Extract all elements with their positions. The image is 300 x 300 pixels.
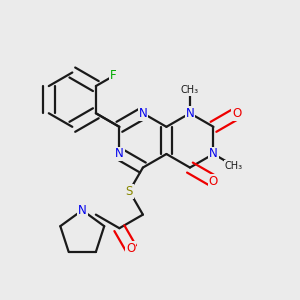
Text: O: O	[126, 242, 136, 255]
Text: N: N	[186, 107, 194, 120]
Text: O: O	[232, 107, 242, 120]
Text: N: N	[209, 148, 218, 160]
Text: CH₃: CH₃	[224, 160, 242, 170]
Text: N: N	[139, 107, 147, 120]
Text: S: S	[126, 184, 133, 198]
Text: F: F	[110, 69, 117, 82]
Text: CH₃: CH₃	[181, 85, 199, 95]
Text: N: N	[115, 148, 124, 160]
Text: O: O	[209, 175, 218, 188]
Text: N: N	[78, 204, 87, 217]
